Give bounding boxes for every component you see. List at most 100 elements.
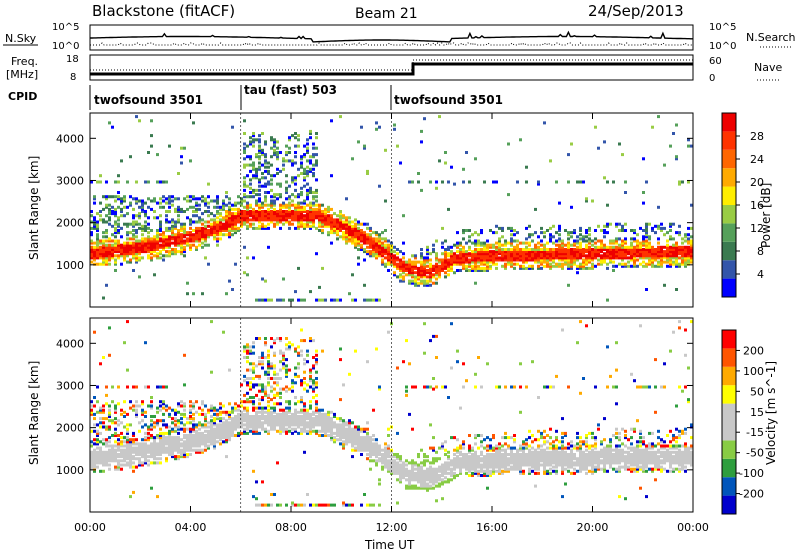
velocity-cell-1746 <box>423 486 426 490</box>
power-cell-1795 <box>423 258 426 262</box>
power-cell-1107 <box>279 184 282 188</box>
power-cell-2744 <box>645 180 648 184</box>
power-cell-2214 <box>525 248 528 251</box>
velocity-cell-545 <box>186 448 189 452</box>
power-cell-2242 <box>531 239 534 243</box>
power-cell-1131 <box>285 210 288 213</box>
power-cell-2376 <box>564 256 567 260</box>
velocity-cell-1529 <box>366 436 369 440</box>
velocity-cell-1862 <box>447 471 450 475</box>
velocity-cell-1483 <box>354 429 357 433</box>
power-cell-762 <box>228 231 231 235</box>
power-cell-2153 <box>510 252 513 256</box>
velocity-cell-905 <box>255 423 258 427</box>
velocity-cell-550 <box>186 438 189 442</box>
power-cell-122 <box>108 218 111 222</box>
power-cell-1771 <box>420 271 423 275</box>
velocity-cell-1076 <box>279 425 282 429</box>
velocity-cell-1860 <box>447 480 450 484</box>
power-cell-1559 <box>366 245 369 249</box>
power-cell-2246 <box>534 256 537 260</box>
velocity-cell-416 <box>162 442 165 446</box>
power-cell-2228 <box>528 248 531 251</box>
power-colorbar-label: Power [dB] <box>759 183 773 248</box>
power-cell-455 <box>165 214 168 218</box>
power-cell-240 <box>129 248 132 251</box>
power-cell-844 <box>243 180 246 184</box>
power-cell-2543 <box>600 248 603 251</box>
power-cell-2822 <box>666 256 669 260</box>
power-cell-1372 <box>321 298 324 302</box>
power-cell-1562 <box>366 237 369 241</box>
power-cell-116 <box>108 248 111 251</box>
velocity-cell-737 <box>225 440 228 444</box>
power-cell-668 <box>207 233 210 237</box>
velocity-cell-1726 <box>417 471 420 475</box>
velocity-cell-1845 <box>441 444 444 448</box>
power-cell-551 <box>183 241 186 245</box>
power-cell-584 <box>189 222 192 226</box>
velocity-cell-612 <box>198 436 201 440</box>
velocity-cell-1876 <box>450 463 453 467</box>
power-cell-2604 <box>615 250 618 254</box>
velocity-cell-60 <box>99 453 102 456</box>
velocity-cell-457 <box>168 415 171 418</box>
velocity-cell-1345 <box>321 423 324 427</box>
power-cell-2581 <box>609 252 612 256</box>
velocity-cell-390 <box>156 410 159 414</box>
power-cell-598 <box>192 220 195 224</box>
power-cell-10 <box>90 231 93 235</box>
velocity-cell-1097 <box>282 425 285 429</box>
power-cell-1081 <box>276 212 279 216</box>
power-cell-2558 <box>603 231 606 235</box>
velocity-cell-1370 <box>327 423 330 427</box>
power-cell-154 <box>114 241 117 245</box>
power-cell-2812 <box>663 254 666 258</box>
power-cell-1048 <box>270 174 273 178</box>
power-cell-2058 <box>486 256 489 260</box>
velocity-cell-651 <box>207 440 210 444</box>
power-cell-1261 <box>303 169 306 173</box>
power-cell-2415 <box>570 205 573 209</box>
velocity-cell-486 <box>174 423 177 427</box>
power-cell-31 <box>93 201 96 205</box>
velocity-cell-986 <box>267 421 270 425</box>
velocity-cell-1730 <box>417 463 420 467</box>
velocity-cell-640 <box>204 434 207 437</box>
power-cell-2565 <box>606 262 609 266</box>
power-cell-1423 <box>333 226 336 230</box>
velocity-cell-1572 <box>378 482 381 486</box>
velocity-cell-1251 <box>306 425 309 429</box>
cpid-label: CPID <box>8 90 37 103</box>
power-cell-447 <box>165 241 168 245</box>
power-cell-1796 <box>423 256 426 260</box>
velocity-cell-951 <box>261 396 264 399</box>
power-cell-2325 <box>552 254 555 258</box>
power-cell-681 <box>210 229 213 232</box>
power-cell-2107 <box>498 243 501 247</box>
power-cell-1273 <box>306 210 309 213</box>
power-cell-1348 <box>315 191 318 194</box>
velocity-cell-1565 <box>375 448 378 452</box>
power-cell-1879 <box>444 252 447 256</box>
power-cell-2711 <box>642 256 645 260</box>
velocity-cell-1928 <box>462 442 465 446</box>
velocity-cell-1781 <box>429 474 432 477</box>
velocity-cell-916 <box>255 364 258 368</box>
power-cell-412 <box>159 250 162 254</box>
power-cell-2238 <box>531 254 534 258</box>
velocity-cell-1737 <box>420 478 423 482</box>
velocity-cell-1767 <box>426 478 429 482</box>
velocity-cell-1685 <box>408 486 411 490</box>
power-cell-387 <box>153 237 156 241</box>
velocity-cell-713 <box>219 429 222 433</box>
velocity-cell-182 <box>120 450 123 454</box>
power-cell-1814 <box>429 277 432 281</box>
power-cell-2207 <box>525 266 528 270</box>
velocity-cell-1906 <box>456 349 459 353</box>
power-cell-2048 <box>483 245 486 249</box>
power-cell-1278 <box>306 191 309 194</box>
power-cell-1811 <box>426 245 429 249</box>
velocity-cell-1105 <box>282 408 285 412</box>
power-cell-2244 <box>534 260 537 264</box>
